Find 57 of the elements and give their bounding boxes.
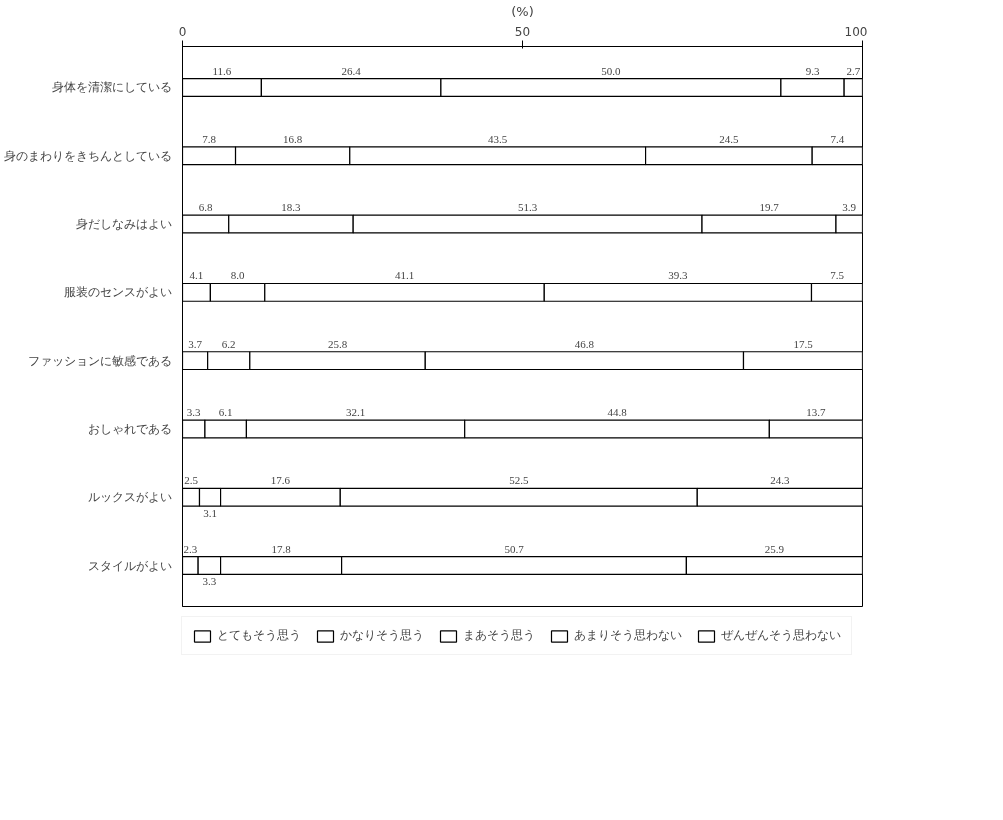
data-label: 24.5 bbox=[719, 132, 740, 145]
data-label: 43.5 bbox=[488, 132, 508, 145]
data-label: 17.6 bbox=[270, 474, 291, 487]
y-tick-label: 服装のセンスがよい bbox=[63, 285, 172, 300]
data-label: 17.5 bbox=[793, 337, 814, 350]
legend-label: あまりそう思わない bbox=[574, 627, 682, 644]
data-label: 7.5 bbox=[830, 269, 845, 282]
data-label: 3.7 bbox=[188, 337, 203, 350]
data-label: 17.8 bbox=[271, 542, 292, 555]
data-label: 32.1 bbox=[345, 406, 366, 419]
legend-label: ぜんぜんそう思わない bbox=[721, 627, 841, 644]
data-label: 3.1 bbox=[203, 507, 217, 520]
data-label: 2.7 bbox=[846, 64, 861, 77]
data-label: 18.3 bbox=[281, 201, 302, 214]
y-tick-label: おしゃれである bbox=[87, 421, 172, 436]
legend-label: かなりそう思う bbox=[340, 627, 424, 644]
data-label: 6.2 bbox=[221, 337, 236, 350]
data-label: 11.6 bbox=[212, 64, 232, 77]
data-label: 13.7 bbox=[806, 406, 827, 419]
y-tick-label: 身体を清潔にしている bbox=[51, 80, 172, 95]
data-label: 24.3 bbox=[770, 474, 791, 487]
y-tick-label: 身のまわりをきちんとしている bbox=[3, 148, 172, 163]
data-label: 3.9 bbox=[842, 201, 857, 214]
data-label: 19.7 bbox=[759, 201, 780, 214]
data-label: 26.4 bbox=[341, 64, 362, 77]
x-tick-label: 50 bbox=[514, 24, 531, 39]
data-label: 25.9 bbox=[764, 542, 785, 555]
data-label: 3.3 bbox=[186, 406, 202, 419]
data-label: 7.8 bbox=[202, 132, 217, 145]
data-label: 50.7 bbox=[504, 542, 525, 555]
data-label: 52.5 bbox=[509, 474, 529, 487]
legend-label: まあそう思う bbox=[463, 627, 535, 644]
data-label: 8.0 bbox=[230, 269, 245, 282]
data-label: 2.5 bbox=[184, 474, 199, 487]
data-label: 41.1 bbox=[394, 269, 415, 282]
data-label: 50.0 bbox=[601, 64, 622, 77]
data-label: 6.1 bbox=[218, 406, 233, 419]
data-label: 46.8 bbox=[574, 337, 595, 350]
y-tick-label: スタイルがよい bbox=[87, 558, 172, 573]
x-tick-label: 100 bbox=[844, 24, 868, 39]
legend-label: とてもそう思う bbox=[217, 627, 301, 644]
data-label: 9.3 bbox=[805, 64, 820, 77]
data-label: 25.8 bbox=[327, 337, 348, 350]
data-label: 16.8 bbox=[283, 132, 303, 145]
data-label: 2.3 bbox=[183, 542, 198, 555]
y-tick-label: ルックスがよい bbox=[87, 490, 172, 505]
x-axis-title: (%) bbox=[511, 3, 534, 19]
data-label: 6.8 bbox=[198, 201, 213, 214]
y-tick-label: 身だしなみはよい bbox=[75, 217, 172, 232]
x-tick-label: 0 bbox=[178, 24, 187, 39]
data-label: 51.3 bbox=[517, 201, 538, 214]
data-label: 3.3 bbox=[202, 575, 217, 588]
data-label: 39.3 bbox=[668, 269, 689, 282]
y-tick-label: ファッションに敏感である bbox=[27, 353, 172, 368]
data-label: 4.1 bbox=[189, 269, 204, 282]
data-label: 7.4 bbox=[830, 132, 845, 145]
data-label: 44.8 bbox=[607, 406, 628, 419]
